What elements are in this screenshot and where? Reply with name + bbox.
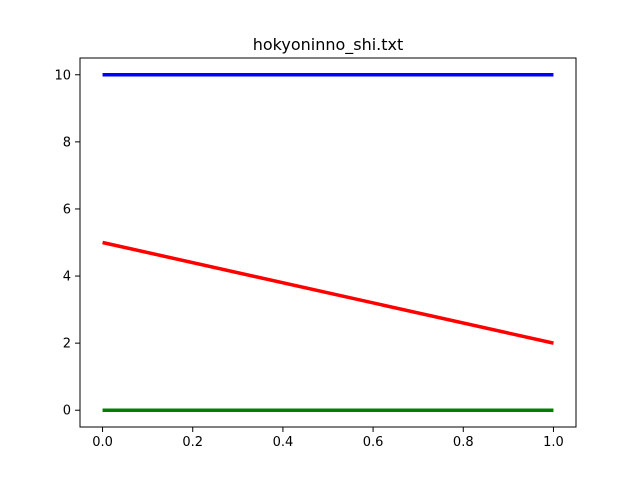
x-tick-label: 0.0 bbox=[92, 435, 113, 450]
series-layer bbox=[102, 73, 554, 412]
y-tick-label: 0 bbox=[63, 404, 71, 419]
chart-title: hokyoninno_shi.txt bbox=[253, 35, 404, 55]
x-tick-label: 0.4 bbox=[273, 435, 294, 450]
y-tick-label: 2 bbox=[63, 337, 71, 352]
y-tick-label: 8 bbox=[63, 135, 71, 150]
y-tick-label: 6 bbox=[63, 202, 71, 217]
y-tick-label: 4 bbox=[63, 270, 71, 285]
x-tick-label: 1.0 bbox=[543, 435, 564, 450]
x-tick-label: 0.2 bbox=[182, 435, 203, 450]
plot-frame bbox=[79, 57, 577, 428]
y-tick-label: 10 bbox=[54, 68, 71, 83]
x-tick-label: 0.6 bbox=[363, 435, 384, 450]
y-axis: 0 2 4 6 8 10 bbox=[54, 68, 80, 419]
x-axis: 0.0 0.2 0.4 0.6 0.8 1.0 bbox=[92, 427, 564, 450]
series-line-2 bbox=[102, 240, 554, 345]
x-tick-label: 0.8 bbox=[453, 435, 474, 450]
